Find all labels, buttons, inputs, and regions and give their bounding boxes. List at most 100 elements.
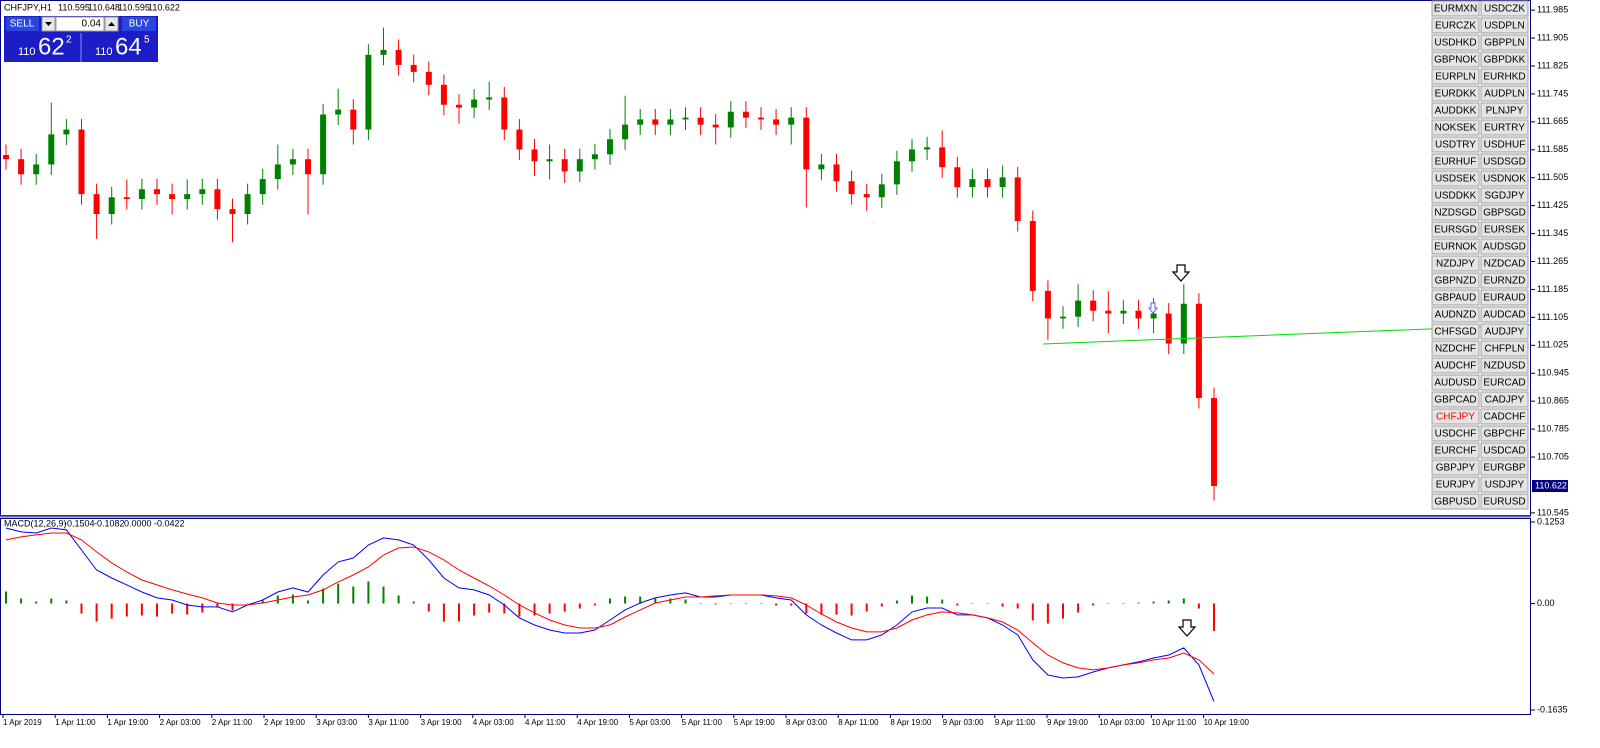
symbol-button[interactable] bbox=[1480, 323, 1529, 340]
symbol-button[interactable] bbox=[1480, 0, 1529, 17]
symbol-label[interactable]: NOKSEK bbox=[1435, 123, 1477, 134]
symbol-label[interactable]: EURPLN bbox=[1435, 72, 1476, 83]
symbol-label[interactable]: EURGBP bbox=[1483, 463, 1526, 474]
symbol-label[interactable]: USDHUF bbox=[1484, 140, 1526, 151]
symbol-label[interactable]: EURNOK bbox=[1434, 242, 1477, 253]
symbol-label[interactable]: AUDCHF bbox=[1435, 361, 1477, 372]
symbol-label[interactable]: EURCAD bbox=[1483, 378, 1525, 389]
sell-point[interactable]: 2 bbox=[66, 35, 72, 46]
symbol-label[interactable]: USDTRY bbox=[1435, 140, 1476, 151]
symbol-button[interactable] bbox=[1431, 0, 1480, 17]
symbol-label[interactable]: EURHUF bbox=[1435, 157, 1477, 168]
symbol-label[interactable]: NZDUSD bbox=[1484, 361, 1526, 372]
lot-input[interactable] bbox=[55, 16, 105, 32]
symbol-button[interactable] bbox=[1480, 68, 1529, 85]
buy-pips[interactable]: 64 bbox=[115, 33, 142, 60]
symbol-button[interactable] bbox=[1431, 34, 1480, 51]
symbol-label[interactable]: EURAUD bbox=[1483, 293, 1525, 304]
symbol-button[interactable] bbox=[1431, 255, 1480, 272]
symbol-button[interactable] bbox=[1431, 374, 1480, 391]
symbol-button[interactable] bbox=[1431, 51, 1480, 68]
symbol-label[interactable]: USDCAD bbox=[1483, 446, 1525, 457]
symbol-button[interactable] bbox=[1480, 340, 1529, 357]
symbol-button[interactable] bbox=[1431, 391, 1480, 408]
symbol-label[interactable]: NZDSGD bbox=[1434, 208, 1476, 219]
symbol-label[interactable]: EURJPY bbox=[1436, 480, 1476, 491]
symbol-button[interactable] bbox=[1431, 102, 1480, 119]
buy-button[interactable] bbox=[122, 17, 156, 31]
symbol-button[interactable] bbox=[1431, 17, 1480, 34]
symbol-label[interactable]: EURCHF bbox=[1435, 446, 1477, 457]
symbol-button[interactable] bbox=[1480, 493, 1529, 510]
symbol-button[interactable] bbox=[1431, 459, 1480, 476]
lot-value[interactable]: 0.04 bbox=[82, 19, 102, 30]
symbol-label[interactable]: CHFSGD bbox=[1434, 327, 1476, 338]
symbol-label[interactable]: AUDPLN bbox=[1484, 89, 1525, 100]
symbol-label[interactable]: GBPPLN bbox=[1484, 38, 1525, 49]
symbol-button[interactable] bbox=[1431, 493, 1480, 510]
sell-big[interactable]: 110 bbox=[18, 46, 36, 58]
symbol-label[interactable]: CADJPY bbox=[1485, 395, 1525, 406]
symbol-label[interactable]: AUDNZD bbox=[1435, 310, 1477, 321]
symbol-button[interactable] bbox=[1480, 357, 1529, 374]
symbol-button[interactable] bbox=[1480, 238, 1529, 255]
symbol-button[interactable] bbox=[1431, 68, 1480, 85]
buy-point[interactable]: 5 bbox=[144, 35, 150, 46]
symbol-button[interactable] bbox=[1480, 391, 1529, 408]
symbol-button[interactable] bbox=[1431, 153, 1480, 170]
symbol-label[interactable]: USDDKK bbox=[1435, 191, 1477, 202]
symbol-button[interactable] bbox=[1480, 408, 1529, 425]
symbol-button[interactable] bbox=[1431, 170, 1480, 187]
symbol-label[interactable]: AUDSGD bbox=[1483, 242, 1526, 253]
symbol-button[interactable] bbox=[1480, 204, 1529, 221]
symbol-button[interactable] bbox=[1431, 85, 1480, 102]
sell-button[interactable] bbox=[6, 17, 39, 31]
symbol-button[interactable] bbox=[1480, 170, 1529, 187]
symbol-label[interactable]: NZDCAD bbox=[1484, 259, 1526, 270]
symbol-label[interactable]: USDJPY bbox=[1485, 480, 1525, 491]
symbol-button[interactable] bbox=[1480, 425, 1529, 442]
symbol-label[interactable]: PLNJPY bbox=[1486, 106, 1524, 117]
buy-big[interactable]: 110 bbox=[95, 46, 113, 58]
symbol-button[interactable] bbox=[1480, 153, 1529, 170]
symbol-button[interactable] bbox=[1480, 476, 1529, 493]
symbol-label[interactable]: EURNZD bbox=[1484, 276, 1526, 287]
symbol-button[interactable] bbox=[1431, 442, 1480, 459]
symbol-label[interactable]: EURHKD bbox=[1483, 72, 1525, 83]
symbol-button[interactable] bbox=[1480, 102, 1529, 119]
symbol-button[interactable] bbox=[1431, 289, 1480, 306]
symbol-label[interactable]: CHFJPY bbox=[1436, 412, 1475, 423]
symbol-button[interactable] bbox=[1431, 357, 1480, 374]
symbol-label[interactable]: GBPSGD bbox=[1483, 208, 1526, 219]
symbol-button[interactable] bbox=[1480, 136, 1529, 153]
symbol-label[interactable]: USDCHF bbox=[1435, 429, 1477, 440]
symbol-button[interactable] bbox=[1480, 255, 1529, 272]
symbol-button[interactable] bbox=[1431, 204, 1480, 221]
symbol-label[interactable]: GBPCAD bbox=[1434, 395, 1476, 406]
symbol-label[interactable]: GBPAUD bbox=[1435, 293, 1477, 304]
symbol-label[interactable]: USDCZK bbox=[1484, 4, 1525, 15]
symbol-button[interactable] bbox=[1431, 408, 1480, 425]
symbol-label[interactable]: USDSEK bbox=[1435, 174, 1476, 185]
symbol-button[interactable] bbox=[1431, 136, 1480, 153]
symbol-label[interactable]: USDHKD bbox=[1434, 38, 1476, 49]
symbol-button[interactable] bbox=[1480, 306, 1529, 323]
symbol-label[interactable]: USDSGD bbox=[1483, 157, 1526, 168]
symbol-button[interactable] bbox=[1431, 272, 1480, 289]
symbol-label[interactable]: GBPCHF bbox=[1484, 429, 1526, 440]
symbol-label[interactable]: EURUSD bbox=[1483, 497, 1525, 508]
symbol-button[interactable] bbox=[1431, 340, 1480, 357]
symbol-label[interactable]: GBPNZD bbox=[1435, 276, 1477, 287]
symbol-label[interactable]: GBPUSD bbox=[1434, 497, 1476, 508]
buy-label[interactable]: BUY bbox=[129, 19, 150, 30]
symbol-label[interactable]: AUDJPY bbox=[1485, 327, 1525, 338]
symbol-label[interactable]: GBPNOK bbox=[1434, 55, 1477, 66]
symbol-button[interactable] bbox=[1480, 289, 1529, 306]
symbol-button[interactable] bbox=[1480, 459, 1529, 476]
symbol-label[interactable]: CADCHF bbox=[1484, 412, 1526, 423]
symbol-button[interactable] bbox=[1431, 221, 1480, 238]
symbol-button[interactable] bbox=[1480, 272, 1529, 289]
symbol-label[interactable]: USDPLN bbox=[1484, 21, 1525, 32]
symbol-label[interactable]: AUDUSD bbox=[1434, 378, 1476, 389]
symbol-label[interactable]: AUDDKK bbox=[1435, 106, 1477, 117]
